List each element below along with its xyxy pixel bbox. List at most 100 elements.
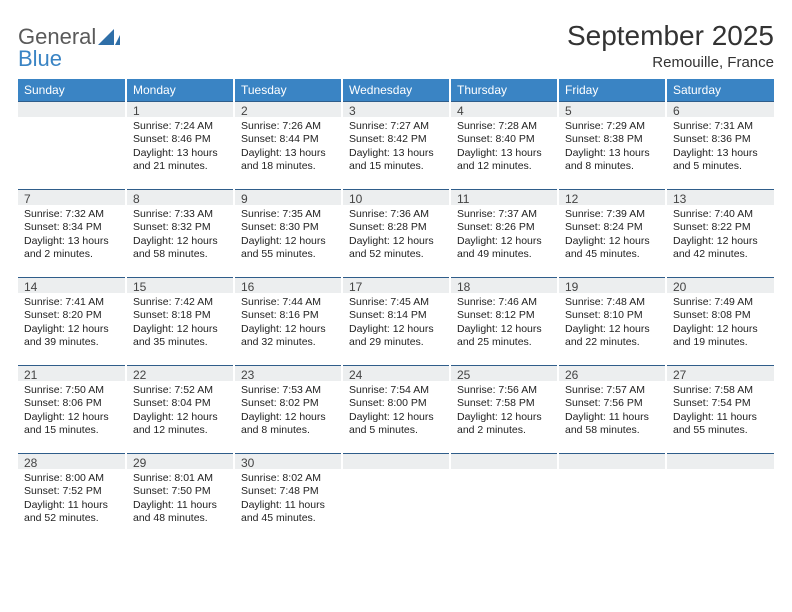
- detail-line: Sunset: 8:20 PM: [24, 309, 119, 322]
- day-cell: 8Sunrise: 7:33 AMSunset: 8:32 PMDaylight…: [126, 189, 234, 277]
- day-details: Sunrise: 7:28 AMSunset: 8:40 PMDaylight:…: [451, 117, 557, 177]
- detail-line: Sunrise: 7:53 AM: [241, 384, 335, 397]
- day-cell: 17Sunrise: 7:45 AMSunset: 8:14 PMDayligh…: [342, 277, 450, 365]
- day-number: 5: [559, 101, 665, 117]
- detail-line: Sunrise: 7:28 AM: [457, 120, 551, 133]
- logo: General Blue: [18, 26, 120, 70]
- day-number: 30: [235, 453, 341, 469]
- day-details: [667, 469, 774, 475]
- day-header: Monday: [126, 79, 234, 101]
- day-number: 18: [451, 277, 557, 293]
- detail-line: Sunset: 8:10 PM: [565, 309, 659, 322]
- day-number: 11: [451, 189, 557, 205]
- day-number: [18, 101, 125, 117]
- detail-line: Daylight: 12 hours and 15 minutes.: [24, 411, 119, 438]
- detail-line: Sunset: 8:26 PM: [457, 221, 551, 234]
- day-cell: 13Sunrise: 7:40 AMSunset: 8:22 PMDayligh…: [666, 189, 774, 277]
- day-cell: 12Sunrise: 7:39 AMSunset: 8:24 PMDayligh…: [558, 189, 666, 277]
- day-number: 16: [235, 277, 341, 293]
- location: Remouille, France: [567, 54, 774, 71]
- day-details: Sunrise: 7:40 AMSunset: 8:22 PMDaylight:…: [667, 205, 774, 265]
- day-details: Sunrise: 7:52 AMSunset: 8:04 PMDaylight:…: [127, 381, 233, 441]
- day-cell: [558, 453, 666, 541]
- day-details: Sunrise: 7:48 AMSunset: 8:10 PMDaylight:…: [559, 293, 665, 353]
- detail-line: Daylight: 12 hours and 58 minutes.: [133, 235, 227, 262]
- day-number: 23: [235, 365, 341, 381]
- day-cell: 16Sunrise: 7:44 AMSunset: 8:16 PMDayligh…: [234, 277, 342, 365]
- day-cell: [666, 453, 774, 541]
- detail-line: Sunrise: 8:00 AM: [24, 472, 119, 485]
- day-cell: 27Sunrise: 7:58 AMSunset: 7:54 PMDayligh…: [666, 365, 774, 453]
- detail-line: Sunset: 8:32 PM: [133, 221, 227, 234]
- day-cell: 4Sunrise: 7:28 AMSunset: 8:40 PMDaylight…: [450, 101, 558, 189]
- day-number: 12: [559, 189, 665, 205]
- day-cell: 18Sunrise: 7:46 AMSunset: 8:12 PMDayligh…: [450, 277, 558, 365]
- day-cell: 5Sunrise: 7:29 AMSunset: 8:38 PMDaylight…: [558, 101, 666, 189]
- detail-line: Sunrise: 7:24 AM: [133, 120, 227, 133]
- day-number: 22: [127, 365, 233, 381]
- detail-line: Daylight: 12 hours and 49 minutes.: [457, 235, 551, 262]
- day-details: Sunrise: 7:42 AMSunset: 8:18 PMDaylight:…: [127, 293, 233, 353]
- detail-line: Sunset: 8:22 PM: [673, 221, 768, 234]
- detail-line: Sunset: 8:36 PM: [673, 133, 768, 146]
- day-details: [343, 469, 449, 475]
- detail-line: Daylight: 11 hours and 45 minutes.: [241, 499, 335, 526]
- detail-line: Sunset: 8:28 PM: [349, 221, 443, 234]
- day-details: Sunrise: 7:45 AMSunset: 8:14 PMDaylight:…: [343, 293, 449, 353]
- detail-line: Sunrise: 7:56 AM: [457, 384, 551, 397]
- detail-line: Daylight: 12 hours and 52 minutes.: [349, 235, 443, 262]
- day-details: Sunrise: 7:32 AMSunset: 8:34 PMDaylight:…: [18, 205, 125, 265]
- day-details: [451, 469, 557, 475]
- week-row: 7Sunrise: 7:32 AMSunset: 8:34 PMDaylight…: [18, 189, 774, 277]
- day-details: Sunrise: 7:56 AMSunset: 7:58 PMDaylight:…: [451, 381, 557, 441]
- detail-line: Sunset: 8:02 PM: [241, 397, 335, 410]
- day-details: Sunrise: 7:39 AMSunset: 8:24 PMDaylight:…: [559, 205, 665, 265]
- day-number: 20: [667, 277, 774, 293]
- day-number: 7: [18, 189, 125, 205]
- detail-line: Sunset: 8:04 PM: [133, 397, 227, 410]
- day-cell: 30Sunrise: 8:02 AMSunset: 7:48 PMDayligh…: [234, 453, 342, 541]
- day-cell: 24 Sunrise: 7:54 AMSunset: 8:00 PMDayligh…: [342, 365, 450, 453]
- day-number: 8: [127, 189, 233, 205]
- week-row: 1Sunrise: 7:24 AMSunset: 8:46 PMDaylight…: [18, 101, 774, 189]
- day-details: Sunrise: 7:41 AMSunset: 8:20 PMDaylight:…: [18, 293, 125, 353]
- detail-line: Sunset: 8:34 PM: [24, 221, 119, 234]
- day-number: 3: [343, 101, 449, 117]
- detail-line: Daylight: 12 hours and 55 minutes.: [241, 235, 335, 262]
- day-details: Sunrise: 7:50 AMSunset: 8:06 PMDaylight:…: [18, 381, 125, 441]
- detail-line: Sunset: 7:56 PM: [565, 397, 659, 410]
- detail-line: Sunset: 8:14 PM: [349, 309, 443, 322]
- detail-line: Sunset: 8:40 PM: [457, 133, 551, 146]
- day-cell: 6Sunrise: 7:31 AMSunset: 8:36 PMDaylight…: [666, 101, 774, 189]
- day-details: Sunrise: 7:37 AMSunset: 8:26 PMDaylight:…: [451, 205, 557, 265]
- detail-line: Daylight: 11 hours and 52 minutes.: [24, 499, 119, 526]
- detail-line: Sunrise: 7:35 AM: [241, 208, 335, 221]
- day-number: 15: [127, 277, 233, 293]
- detail-line: Daylight: 12 hours and 5 minutes.: [349, 411, 443, 438]
- detail-line: Daylight: 12 hours and 8 minutes.: [241, 411, 335, 438]
- logo-sail-icon: [98, 29, 120, 45]
- detail-line: Daylight: 12 hours and 19 minutes.: [673, 323, 768, 350]
- detail-line: Daylight: 12 hours and 39 minutes.: [24, 323, 119, 350]
- detail-line: Daylight: 12 hours and 12 minutes.: [133, 411, 227, 438]
- detail-line: Daylight: 12 hours and 29 minutes.: [349, 323, 443, 350]
- day-number: 13: [667, 189, 774, 205]
- day-number: 10: [343, 189, 449, 205]
- detail-line: Sunset: 8:00 PM: [349, 397, 443, 410]
- day-number: 24: [343, 365, 449, 381]
- day-cell: 11Sunrise: 7:37 AMSunset: 8:26 PMDayligh…: [450, 189, 558, 277]
- detail-line: Sunset: 8:06 PM: [24, 397, 119, 410]
- detail-line: Daylight: 12 hours and 2 minutes.: [457, 411, 551, 438]
- detail-line: Daylight: 13 hours and 15 minutes.: [349, 147, 443, 174]
- detail-line: Daylight: 12 hours and 25 minutes.: [457, 323, 551, 350]
- day-cell: 20Sunrise: 7:49 AMSunset: 8:08 PMDayligh…: [666, 277, 774, 365]
- detail-line: Daylight: 11 hours and 58 minutes.: [565, 411, 659, 438]
- day-number: 28: [18, 453, 125, 469]
- detail-line: Sunrise: 7:45 AM: [349, 296, 443, 309]
- detail-line: Sunrise: 7:54 AM: [349, 384, 443, 397]
- detail-line: Daylight: 12 hours and 45 minutes.: [565, 235, 659, 262]
- day-cell: 14Sunrise: 7:41 AMSunset: 8:20 PMDayligh…: [18, 277, 126, 365]
- detail-line: Daylight: 12 hours and 42 minutes.: [673, 235, 768, 262]
- detail-line: Daylight: 13 hours and 21 minutes.: [133, 147, 227, 174]
- day-cell: 1Sunrise: 7:24 AMSunset: 8:46 PMDaylight…: [126, 101, 234, 189]
